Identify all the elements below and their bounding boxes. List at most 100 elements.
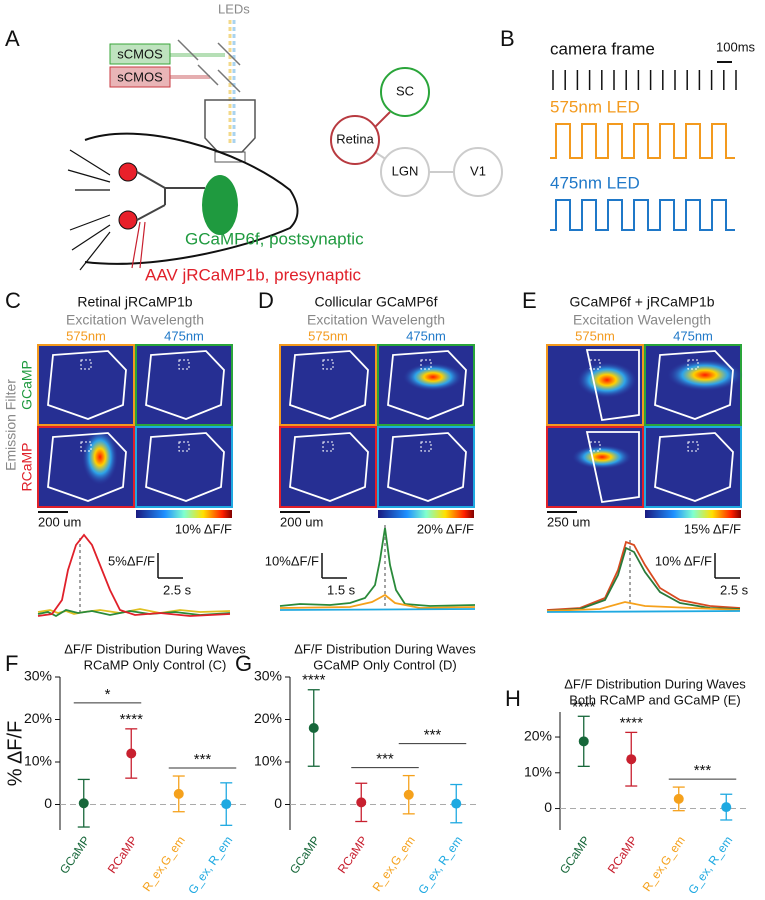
significance: **** [120, 711, 144, 728]
leds-label: LEDs [218, 1, 250, 16]
mean-dot [578, 736, 589, 747]
x-tick-label: GCaMP [287, 834, 323, 877]
y-tick-label: 20% [24, 710, 52, 726]
roi-outline [585, 431, 640, 504]
led-label: 575nm LED [550, 97, 640, 116]
panel-letter: B [500, 26, 515, 51]
y-tick-label: 30% [254, 668, 282, 684]
imaging-title: Retinal jRCaMP1b [77, 294, 192, 310]
y-tick-label: 0 [44, 795, 52, 811]
x-tick-label: R_ex,G_em [370, 834, 418, 894]
roi-box [687, 359, 699, 370]
significance: * [105, 686, 111, 703]
mirror [177, 39, 199, 61]
x-tick-label: GCaMP [557, 834, 593, 877]
roi-box [420, 359, 432, 370]
scale-bar-label: 200 um [280, 514, 323, 529]
roi-box [687, 441, 699, 452]
colorbar-label: 15% ΔF/F [684, 521, 741, 536]
chart-subtitle: RCaMP Only Control (C) [84, 657, 227, 672]
hotspot [577, 362, 637, 398]
roi-box [80, 441, 92, 452]
injection [131, 221, 146, 269]
hotspot [82, 429, 118, 485]
significance: **** [302, 672, 326, 689]
node [380, 147, 430, 197]
panel-letter: A [5, 26, 20, 51]
significance: *** [424, 727, 442, 744]
imaging-subtitle: Excitation Wavelength [307, 312, 445, 328]
mean-dot [173, 788, 184, 799]
imaging-subtitle: Excitation Wavelength [66, 312, 204, 328]
roi-outline [585, 349, 640, 422]
significance: **** [572, 698, 596, 715]
y-tick-label: 30% [24, 668, 52, 684]
chart-subtitle: Both RCaMP and GCaMP (E) [569, 692, 740, 707]
y-tick-label: 10% [524, 763, 552, 779]
postsynaptic-label: GCaMP6f, postsynaptic [185, 229, 364, 248]
scale-bar-label: 250 um [547, 514, 590, 529]
y-tick-label: 20% [254, 710, 282, 726]
mean-dot [356, 797, 367, 808]
camera [109, 66, 171, 88]
emission-row: GCaMP [19, 360, 35, 410]
significance: *** [194, 751, 212, 768]
roi-outline [289, 432, 369, 502]
x-tick-label: RCaMP [335, 834, 371, 876]
x-tick-label: RCaMP [605, 834, 641, 876]
hotspot [403, 363, 463, 391]
led-wave [550, 123, 735, 159]
node [330, 115, 380, 165]
mirror [217, 69, 241, 93]
image [37, 344, 135, 426]
colorbar [645, 510, 741, 518]
roi-outline [387, 350, 467, 420]
chart-title: ΔF/F Distribution During Waves [64, 641, 246, 656]
trace-scale-label: 10% ΔF/F [655, 553, 712, 568]
timing: camera frame 100ms 575nm LED 475nm LED [550, 39, 756, 231]
colliculus [202, 175, 238, 235]
image [135, 426, 233, 508]
mean-dot [221, 799, 232, 810]
camera-frame-label: camera frame [550, 39, 655, 58]
panel-letter: E [522, 288, 537, 313]
node-label: V1 [470, 163, 486, 178]
imaging-subtitle: Excitation Wavelength [573, 312, 711, 328]
node-label: Retina [336, 131, 374, 146]
mouse-head [84, 132, 299, 265]
image [279, 344, 377, 426]
colorbar-label: 20% ΔF/F [417, 521, 474, 536]
frame-ticks [552, 70, 737, 90]
hotspot [667, 359, 743, 391]
x-tick-label: RCaMP [105, 834, 141, 876]
trace-scale-label: 2.5 s [720, 582, 749, 597]
colorbar [136, 510, 232, 518]
panel-letter: G [235, 651, 252, 676]
x-tick-label: G_ex, R_em [415, 834, 465, 897]
mean-dot [308, 723, 319, 733]
colorbar-label: 10% ΔF/F [175, 521, 232, 536]
time-scale-label: 100ms [716, 39, 756, 54]
colorbar [378, 510, 474, 518]
x-tick-label: GCaMP [57, 834, 93, 877]
y-axis-label: % ΔF/F [4, 721, 26, 787]
x-tick-label: R_ex,G_em [640, 834, 688, 894]
image [644, 426, 742, 508]
y-tick-label: 10% [24, 753, 52, 769]
led-wave [550, 199, 735, 231]
mirror [197, 64, 219, 86]
excitation-label: 475nm [673, 328, 713, 343]
scale-bar-label: 200 um [38, 514, 81, 529]
image [135, 344, 233, 426]
roi-box [420, 441, 432, 452]
excitation-label: 575nm [575, 328, 615, 343]
mirror [217, 42, 241, 66]
excitation-label: 575nm [308, 328, 348, 343]
roi-outline [289, 350, 369, 420]
roi-outline [145, 432, 225, 502]
presynaptic-label: AAV jRCaMP1b, presynaptic [145, 265, 362, 284]
trace-scale-label: 10%ΔF/F [265, 553, 319, 568]
roi-box [322, 441, 334, 452]
node-label: LGN [392, 163, 419, 178]
